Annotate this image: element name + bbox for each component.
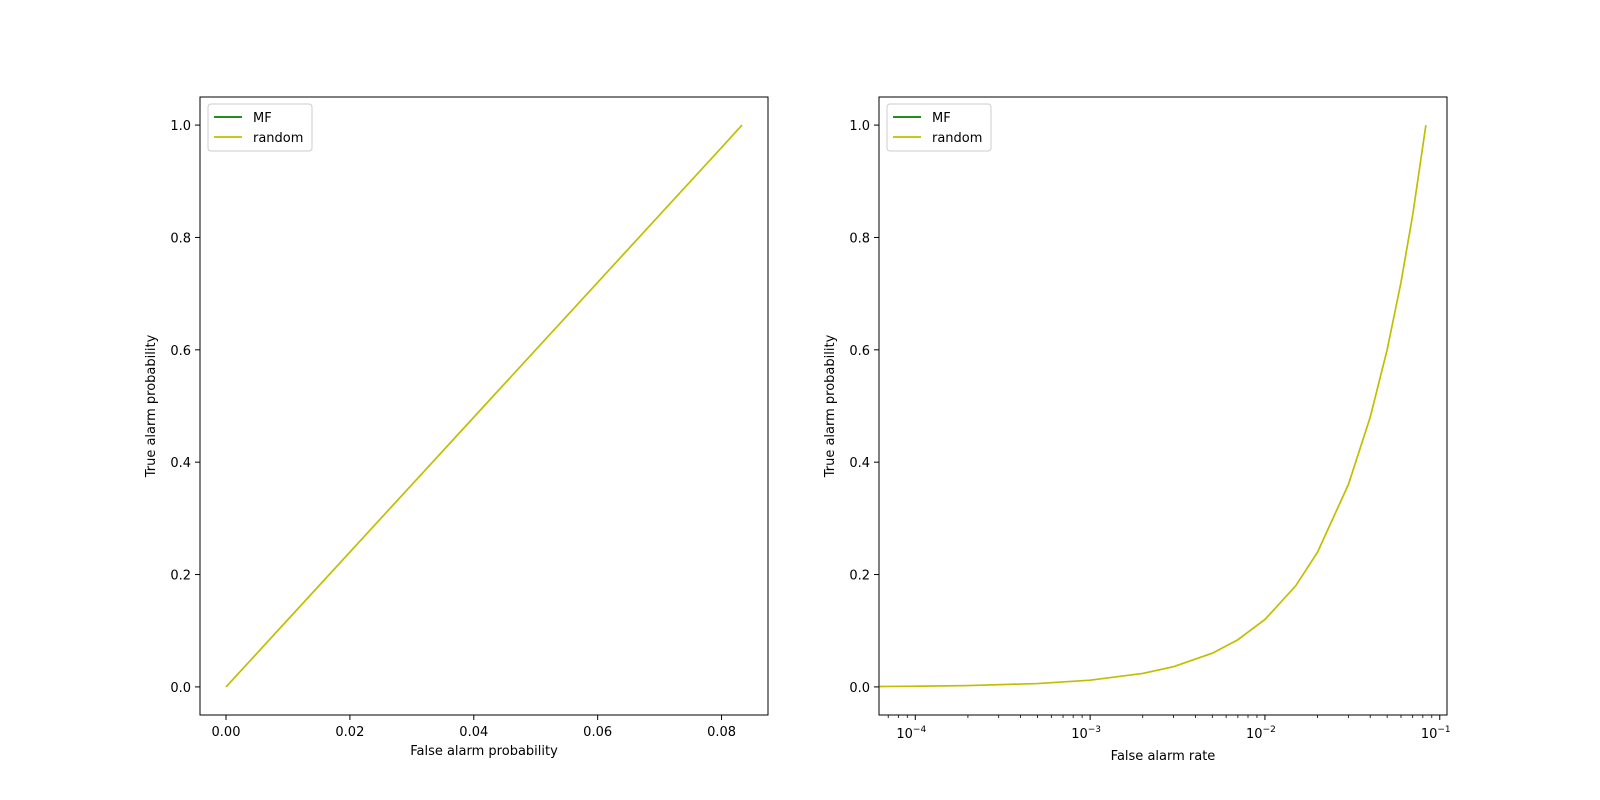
legend-label-mf: MF bbox=[932, 111, 951, 126]
legend-box bbox=[886, 103, 992, 152]
legend-box bbox=[207, 103, 313, 152]
x-tick-label: 0.02 bbox=[335, 725, 364, 740]
axes-frame bbox=[878, 96, 1448, 716]
series-line-random bbox=[225, 124, 743, 688]
x-axis-label: False alarm rate bbox=[1111, 749, 1216, 764]
y-tick-label: 0.8 bbox=[170, 231, 191, 246]
x-tick-exponent: −3 bbox=[1088, 725, 1101, 735]
x-tick-exponent: −1 bbox=[1437, 725, 1450, 735]
x-tick-label: 0.04 bbox=[459, 725, 488, 740]
y-tick-label: 0.8 bbox=[849, 231, 870, 246]
y-tick-label: 0.2 bbox=[849, 569, 870, 584]
x-tick-label: 10−2 bbox=[1246, 725, 1276, 742]
y-tick-label: 1.0 bbox=[170, 119, 191, 134]
y-axis-label: True alarm probability bbox=[144, 334, 159, 478]
x-tick-label: 0.06 bbox=[583, 725, 612, 740]
y-tick-label: 0.0 bbox=[849, 681, 870, 696]
legend-label-mf: MF bbox=[253, 111, 272, 126]
x-tick-label: 0.08 bbox=[707, 725, 736, 740]
right-chart-panel: 10−4 10−3 10−2 10−10.00.20.40.60.81.0False … bbox=[823, 96, 1451, 764]
x-tick-base: 10 bbox=[1246, 727, 1263, 742]
x-tick-base: 10 bbox=[896, 727, 913, 742]
x-tick-base: 10 bbox=[1421, 727, 1438, 742]
y-tick-label: 1.0 bbox=[849, 119, 870, 134]
x-tick-base: 10 bbox=[1071, 727, 1088, 742]
y-axis-label: True alarm probability bbox=[823, 334, 838, 478]
y-tick-label: 0.6 bbox=[849, 344, 870, 359]
legend: MF random bbox=[207, 103, 313, 152]
series-line-random bbox=[879, 124, 1427, 688]
y-tick-label: 0.4 bbox=[849, 456, 870, 471]
x-tick-exponent: −2 bbox=[1263, 725, 1276, 735]
legend-label-random: random bbox=[932, 131, 982, 146]
legend-label-random: random bbox=[253, 131, 303, 146]
x-tick-label: 0.00 bbox=[212, 725, 241, 740]
y-tick-label: 0.6 bbox=[170, 344, 191, 359]
legend: MF random bbox=[886, 103, 992, 152]
y-tick-label: 0.2 bbox=[170, 569, 191, 584]
x-tick-label: 10−3 bbox=[1071, 725, 1101, 742]
axes-frame bbox=[199, 96, 769, 716]
left-chart-panel: 0.00 0.02 0.04 0.06 0.08 0.0 0.2 0.4 0.6 0.8 1.0 Fa… bbox=[144, 96, 769, 759]
y-tick-label: 0.0 bbox=[170, 681, 191, 696]
x-tick-label: 10−4 bbox=[896, 725, 926, 742]
x-axis-label: False alarm probability bbox=[410, 744, 558, 759]
x-tick-exponent: −4 bbox=[913, 725, 927, 735]
y-tick-label: 0.4 bbox=[170, 456, 191, 471]
x-tick-label: 10−1 bbox=[1421, 725, 1451, 742]
